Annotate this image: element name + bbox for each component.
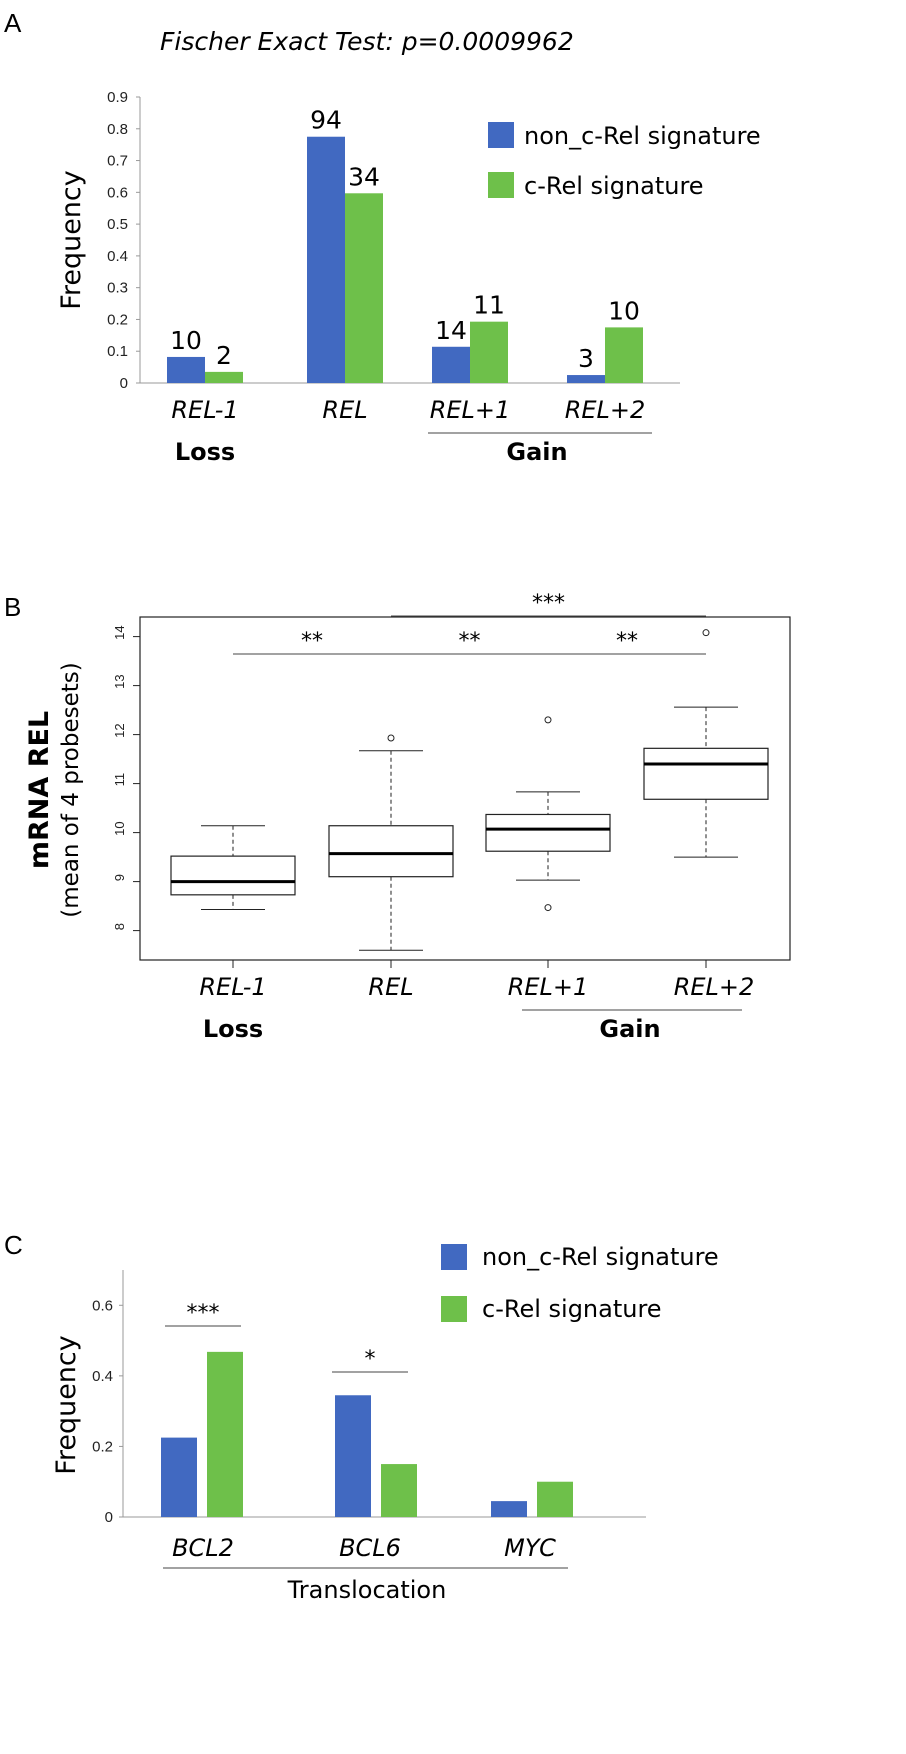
chart-a-data-label: 94 (310, 106, 342, 135)
chart-b-box (328, 825, 454, 878)
chart-a-bar (205, 371, 243, 383)
chart-a-ytick-label: 0.9 (107, 89, 128, 106)
chart-a-ytick-label: 0.7 (107, 153, 128, 170)
chart-c-bar (161, 1437, 197, 1517)
chart-a-data-label: 11 (473, 291, 505, 320)
chart-a-bar (470, 321, 508, 383)
chart-a-bar (432, 346, 470, 383)
chart-b-box (643, 747, 769, 800)
chart-c-legend-label: non_c-Rel signature (482, 1243, 719, 1271)
chart-b-ytick-label: 14 (112, 625, 127, 639)
chart-c-legend-swatch (441, 1296, 467, 1322)
chart-b-y-axis-label: mRNA REL (24, 711, 55, 869)
chart-c-significance-label: * (365, 1347, 376, 1372)
chart-a-legend-swatch (488, 122, 514, 148)
chart-c-category-label: BCL6 (339, 1534, 401, 1562)
chart-b-group-gain: Gain (599, 1015, 660, 1043)
chart-c-category-label: MYC (504, 1534, 556, 1562)
chart-b-box (485, 813, 611, 852)
chart-a-ytick-label: 0 (120, 375, 128, 392)
chart-c-category-label: BCL2 (172, 1534, 234, 1562)
chart-a: 0 0.1 0.2 0.3 0.4 0.5 0.6 0.7 0.8 0.9 Frequency 10 9… (56, 89, 761, 466)
chart-a-ytick-label: 0.8 (107, 121, 128, 138)
chart-c-x-axis-label: Translocation (287, 1576, 447, 1604)
chart-b-category-label: REL+2 (674, 973, 755, 1001)
chart-b-ytick-label: 8 (112, 923, 127, 930)
chart-b-ytick-label: 12 (112, 723, 127, 737)
chart-a-bar (345, 193, 383, 383)
chart-b-ytick-label: 13 (112, 674, 127, 688)
chart-a-group-loss: Loss (175, 438, 235, 466)
chart-c-bar (381, 1464, 417, 1517)
chart-b-box (170, 855, 296, 896)
chart-a-legend-label: c-Rel signature (524, 172, 704, 200)
chart-c-legend-swatch (441, 1244, 467, 1270)
chart-a-ytick-label: 0.5 (107, 216, 128, 233)
chart-c-bar (335, 1395, 371, 1517)
chart-a-category-label: REL+1 (430, 396, 511, 424)
chart-a-ytick-label: 0.3 (107, 280, 128, 297)
chart-b-significance-label: ** (459, 629, 481, 654)
chart-a-bar (167, 356, 205, 383)
chart-a-bar (567, 375, 605, 383)
chart-b: 8 9 10 11 12 13 14 mRNA REL (mean of 4 probesets… (24, 591, 791, 1043)
chart-b-outlier (702, 629, 710, 637)
chart-b-outlier (544, 904, 552, 912)
chart-c-ytick-label: 0.6 (92, 1297, 113, 1314)
chart-c: 0 0.2 0.4 0.6 Frequency BCL2 BCL6 MYC Translocat… (51, 1243, 719, 1604)
chart-b-group-loss: Loss (203, 1015, 263, 1043)
chart-b-significance-label: ** (616, 629, 638, 654)
chart-a-ytick-label: 0.2 (107, 311, 128, 328)
chart-c-ytick-label: 0 (105, 1509, 113, 1526)
chart-a-legend-swatch (488, 172, 514, 198)
chart-a-data-label: 34 (348, 162, 380, 191)
chart-b-y-axis-sublabel: (mean of 4 probesets) (58, 662, 84, 917)
chart-a-ytick-label: 0.4 (107, 248, 128, 265)
panel-letter-c: C (4, 1230, 23, 1260)
panel-letter-a: A (4, 8, 22, 38)
chart-a-category-label: REL+2 (565, 396, 646, 424)
chart-b-category-label: REL (368, 973, 413, 1001)
chart-a-data-label: 10 (608, 296, 640, 325)
chart-a-bar (605, 327, 643, 383)
panel-letter-b: B (4, 592, 21, 622)
chart-a-data-label: 10 (170, 326, 202, 355)
chart-c-significance-label: *** (187, 1301, 220, 1326)
chart-a-category-label: REL-1 (171, 396, 238, 424)
chart-c-ytick-label: 0.4 (92, 1368, 113, 1385)
chart-b-category-label: REL+1 (508, 973, 589, 1001)
chart-b-ytick-label: 9 (112, 874, 127, 881)
chart-b-ytick-label: 11 (112, 773, 127, 787)
chart-a-title: Fischer Exact Test: p=0.0009962 (160, 27, 574, 56)
chart-c-bar (537, 1481, 573, 1517)
chart-b-frame (139, 616, 791, 961)
chart-a-data-label: 3 (578, 344, 594, 373)
chart-c-bar (207, 1351, 243, 1517)
chart-c-bar (491, 1501, 527, 1517)
chart-b-outlier (387, 734, 395, 742)
chart-a-ytick-label: 0.1 (107, 343, 128, 360)
chart-b-ytick-label: 10 (112, 821, 127, 835)
chart-a-group-gain: Gain (506, 438, 567, 466)
chart-a-y-axis-label: Frequency (56, 170, 87, 310)
chart-c-y-axis-label: Frequency (51, 1335, 82, 1475)
chart-c-legend-label: c-Rel signature (482, 1295, 662, 1323)
chart-a-data-label: 2 (216, 341, 232, 370)
chart-a-legend-label: non_c-Rel signature (524, 122, 761, 150)
chart-b-significance-label: ** (301, 629, 323, 654)
chart-c-ytick-label: 0.2 (92, 1438, 113, 1455)
chart-a-category-label: REL (322, 396, 367, 424)
chart-a-data-label: 14 (435, 316, 467, 345)
chart-b-category-label: REL-1 (199, 973, 266, 1001)
chart-a-bar (307, 136, 345, 383)
chart-a-ytick-label: 0.6 (107, 184, 128, 201)
chart-b-significance-label: *** (532, 591, 565, 616)
chart-b-outlier (544, 716, 552, 724)
